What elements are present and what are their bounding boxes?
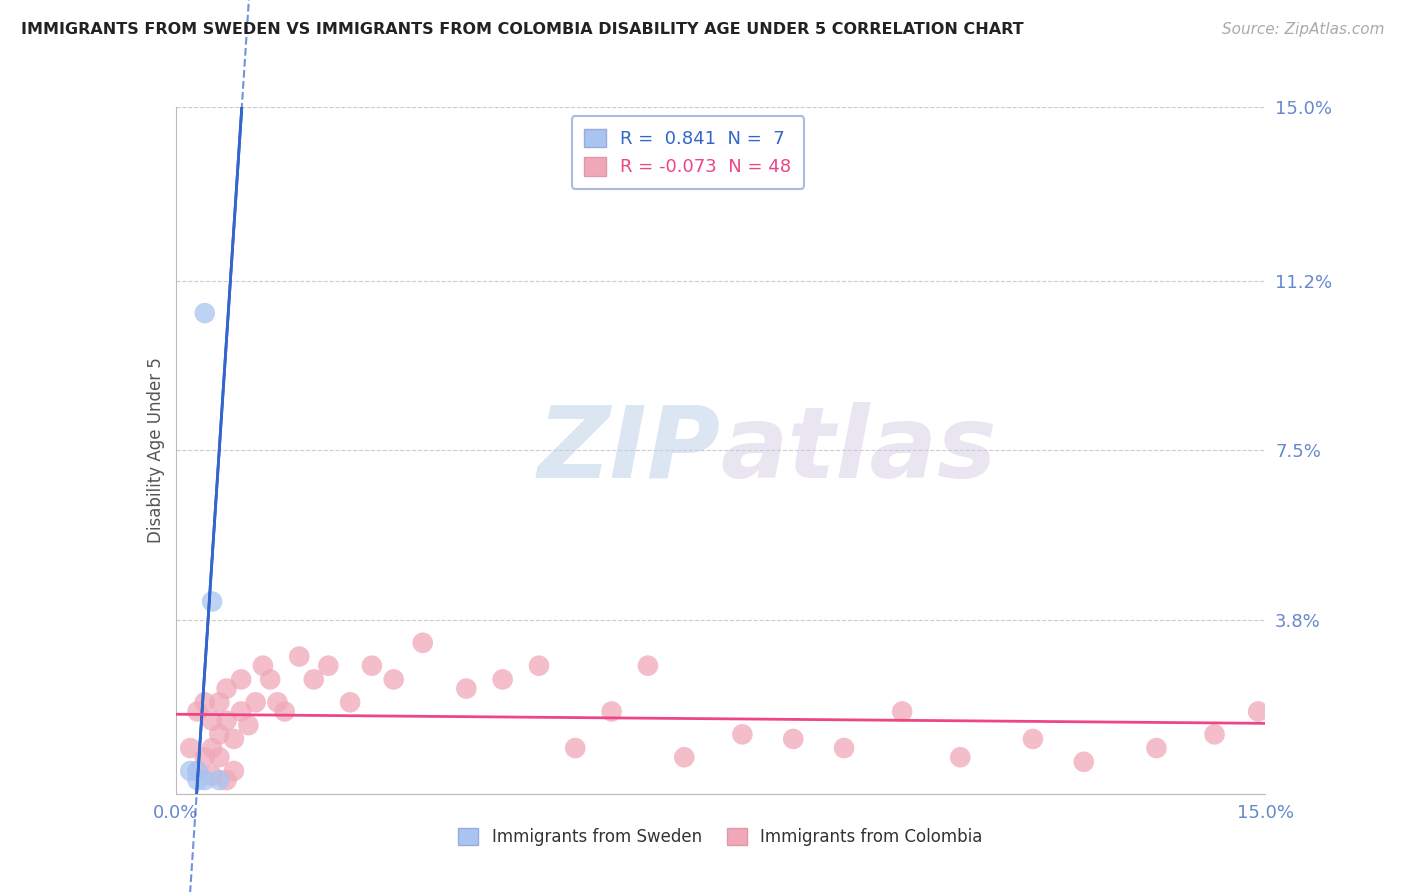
Point — [186, 773, 209, 788]
Point — [1204, 727, 1226, 741]
Point — [231, 705, 253, 719]
Point — [238, 718, 260, 732]
Point — [222, 731, 245, 746]
Point — [492, 673, 515, 687]
Legend: Immigrants from Sweden, Immigrants from Colombia: Immigrants from Sweden, Immigrants from … — [450, 820, 991, 855]
Point — [1022, 731, 1045, 746]
Point — [949, 750, 972, 764]
Point — [637, 658, 659, 673]
Point — [527, 658, 550, 673]
Point — [731, 727, 754, 741]
Point — [274, 705, 297, 719]
Point — [673, 750, 696, 764]
Point — [891, 705, 914, 719]
Point — [201, 594, 224, 608]
Point — [245, 695, 267, 709]
Point — [215, 714, 238, 728]
Point — [186, 705, 209, 719]
Point — [194, 750, 217, 764]
Point — [208, 695, 231, 709]
Point — [382, 673, 405, 687]
Point — [194, 306, 217, 320]
Point — [782, 731, 804, 746]
Text: IMMIGRANTS FROM SWEDEN VS IMMIGRANTS FROM COLOMBIA DISABILITY AGE UNDER 5 CORREL: IMMIGRANTS FROM SWEDEN VS IMMIGRANTS FRO… — [21, 22, 1024, 37]
Text: atlas: atlas — [721, 402, 997, 499]
Point — [456, 681, 478, 696]
Point — [288, 649, 311, 664]
Point — [222, 764, 245, 778]
Point — [1247, 705, 1270, 719]
Point — [412, 636, 434, 650]
Point — [201, 714, 224, 728]
Point — [1146, 741, 1168, 756]
Point — [252, 658, 274, 673]
Point — [208, 773, 231, 788]
Point — [318, 658, 340, 673]
Point — [186, 764, 209, 778]
Point — [194, 695, 217, 709]
Text: Source: ZipAtlas.com: Source: ZipAtlas.com — [1222, 22, 1385, 37]
Point — [186, 764, 209, 778]
Point — [231, 673, 253, 687]
Point — [832, 741, 855, 756]
Point — [201, 741, 224, 756]
Point — [564, 741, 586, 756]
Point — [339, 695, 361, 709]
Point — [208, 727, 231, 741]
Point — [259, 673, 281, 687]
Point — [179, 764, 201, 778]
Point — [302, 673, 325, 687]
Text: ZIP: ZIP — [537, 402, 721, 499]
Point — [215, 773, 238, 788]
Point — [1073, 755, 1095, 769]
Point — [215, 681, 238, 696]
Point — [600, 705, 623, 719]
Point — [266, 695, 288, 709]
Point — [360, 658, 382, 673]
Point — [208, 750, 231, 764]
Y-axis label: Disability Age Under 5: Disability Age Under 5 — [146, 358, 165, 543]
Point — [179, 741, 201, 756]
Point — [194, 773, 217, 788]
Point — [201, 768, 224, 782]
